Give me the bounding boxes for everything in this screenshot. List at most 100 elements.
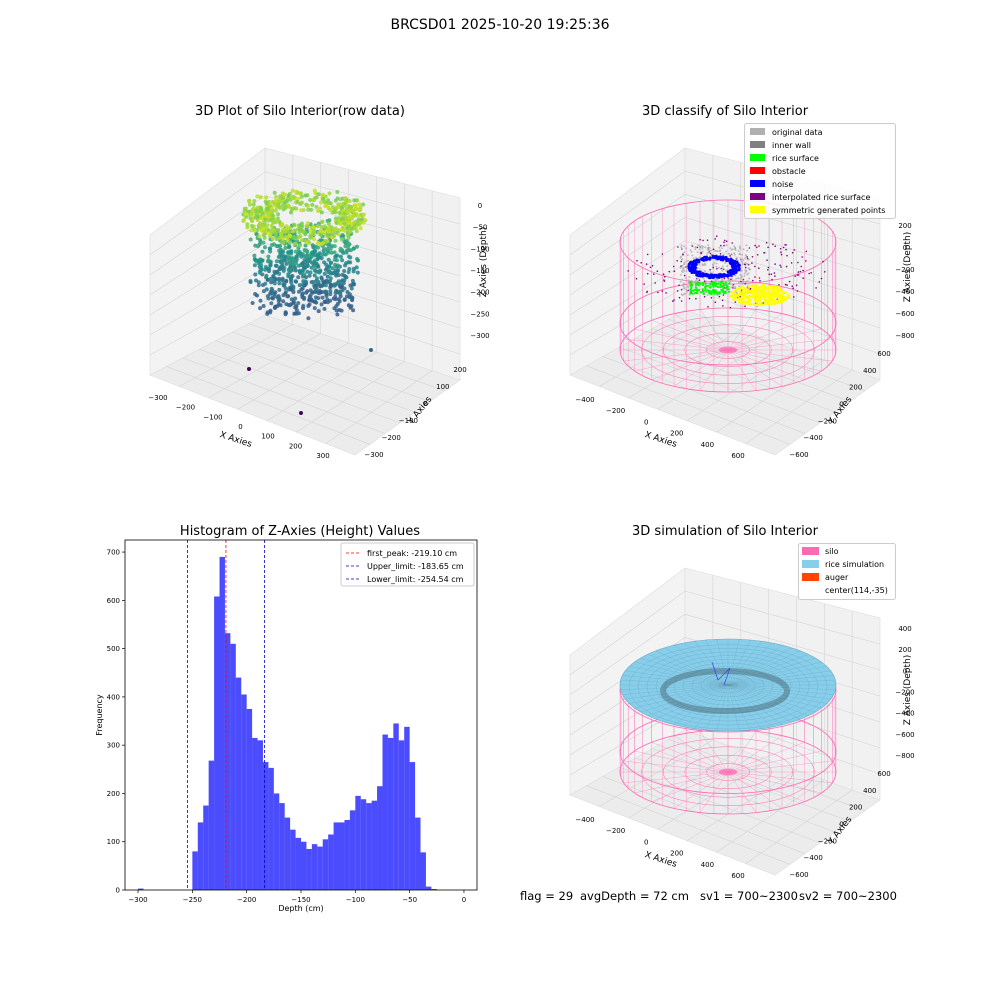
panel2-original-point — [712, 264, 715, 267]
panel4-rice-mesh-spoke — [716, 684, 729, 731]
panel2-interpolated-point — [791, 285, 793, 287]
panel4-rice-mesh-spoke — [727, 684, 740, 731]
panel1-point — [296, 252, 301, 256]
panel2-original-point — [701, 263, 704, 266]
panel2-interpolated-point — [762, 302, 764, 304]
panel1-x-tick: −100 — [203, 413, 222, 421]
panel2-symmetric-point — [779, 300, 782, 304]
panel1-point — [247, 199, 251, 204]
panel4-rice-mesh-spoke — [727, 684, 801, 720]
panel1-point — [326, 232, 331, 237]
panel2-symmetric-point — [747, 302, 750, 305]
panel2-rice-point — [709, 283, 712, 286]
panel4-z-tick: 0 — [903, 667, 907, 675]
panel2-original-point — [682, 268, 685, 270]
histogram-vlines — [187, 540, 265, 890]
panel4-floor-spoke — [727, 742, 805, 773]
histogram-bars — [138, 556, 437, 890]
panel2-rice-point — [719, 283, 722, 286]
panel1-point — [286, 250, 291, 255]
panel2-floor-spoke — [634, 349, 729, 372]
panel4-rice-mesh-spoke — [705, 684, 729, 731]
panel2-legend-swatch — [750, 193, 765, 200]
panel2-interpolated-point — [702, 239, 704, 242]
panel2-original-point — [725, 269, 728, 272]
panel2-interpolated-point — [635, 277, 638, 280]
panel2-original-point — [682, 283, 685, 286]
histogram-bar — [214, 596, 220, 890]
panel1-point — [250, 301, 255, 305]
panel1-point — [289, 280, 294, 285]
panel1-point — [324, 262, 329, 267]
panel4-rice-mesh-spoke — [727, 642, 772, 686]
panel1-point — [274, 270, 279, 274]
panel1-point — [326, 280, 331, 285]
panel1-point — [258, 195, 263, 200]
panel2-rice-point — [690, 286, 693, 289]
panel2-original-point — [716, 250, 719, 253]
panel2-rice-point — [713, 283, 716, 286]
panel1-point — [285, 198, 289, 203]
panel2-interpolated-point — [687, 289, 689, 292]
panel2-interpolated-point — [688, 297, 691, 300]
panel2-symmetric-point — [778, 295, 781, 299]
panel2-interpolated-point — [703, 295, 706, 298]
panel2-symmetric-point — [752, 302, 756, 306]
panel4-x-tick: 400 — [701, 861, 714, 869]
panel1-point — [281, 207, 286, 212]
panel1-point — [344, 250, 349, 255]
panel2-original-point — [708, 246, 711, 249]
panel2-interpolated-point — [758, 245, 760, 247]
panel1-point — [355, 270, 360, 275]
panel1-point — [274, 237, 279, 241]
panel4-x-tick: 200 — [670, 850, 683, 858]
panel2-interpolated-point — [656, 270, 659, 272]
panel1-point — [325, 274, 330, 279]
panel2-noise-point — [720, 257, 724, 261]
panel2-symmetric-point — [764, 286, 768, 290]
panel1-point — [321, 192, 325, 197]
panel1-point — [273, 304, 278, 309]
histogram-bar — [192, 851, 198, 890]
panel2-floor-spoke — [727, 328, 822, 351]
panel1-point — [335, 301, 340, 306]
panel4-floor-spoke — [727, 771, 757, 813]
histogram-bar — [339, 822, 345, 890]
panel1-point — [358, 226, 363, 231]
panel2-y-tick: −200 — [818, 417, 837, 425]
panel2-symmetric-point — [732, 292, 736, 296]
panel2-noise-point — [726, 258, 730, 262]
panel1-point — [316, 241, 321, 246]
panel1-point — [340, 237, 344, 242]
panel2-original-point — [697, 244, 700, 247]
panel2-interpolated-point — [734, 301, 737, 303]
panel2-original-point — [744, 269, 746, 272]
panel1-point — [281, 236, 285, 241]
panel2-original-point — [744, 281, 747, 284]
panel2-symmetric-point — [738, 287, 742, 291]
panel1-point — [291, 222, 296, 227]
panel1-point — [245, 225, 250, 230]
panel1-point — [344, 199, 349, 204]
panel1-point — [361, 220, 366, 225]
panel2-original-point — [739, 253, 742, 256]
panel1-point — [276, 298, 281, 303]
panel1-point — [309, 265, 314, 270]
panel2-original-point — [680, 244, 683, 247]
panel2-original-point — [740, 269, 743, 272]
panel2-noise-point — [692, 271, 695, 274]
histogram-bar — [415, 817, 421, 890]
panel1-point-cloud — [241, 188, 373, 415]
panel1-point — [340, 216, 345, 221]
histogram-bar — [197, 822, 204, 890]
panel1-point — [322, 271, 327, 276]
panel2-original-point — [728, 252, 731, 255]
panel2-interpolated-point — [754, 265, 756, 268]
panel4-z-tick: −400 — [895, 710, 914, 718]
panel2-interpolated-point — [657, 291, 659, 294]
panel2-rice-point — [723, 284, 726, 287]
panel2-rice-point — [696, 291, 699, 295]
panel2-interpolated-point — [673, 299, 675, 301]
panel1-point — [297, 230, 302, 235]
